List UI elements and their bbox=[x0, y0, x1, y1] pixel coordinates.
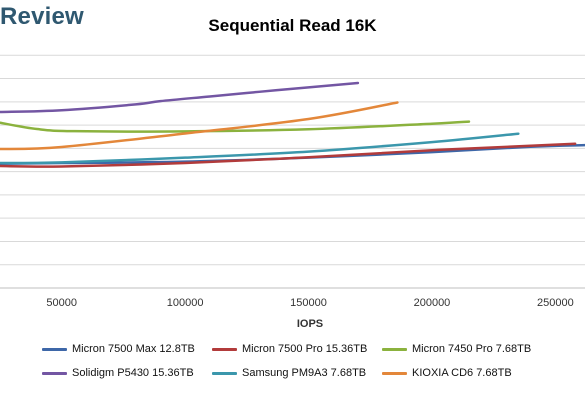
legend-item: Micron 7450 Pro 7.68TB bbox=[382, 343, 531, 355]
legend-swatch bbox=[382, 347, 407, 351]
legend-item: Samsung PM9A3 7.68TB bbox=[212, 367, 366, 379]
x-tick-label: 50000 bbox=[46, 297, 77, 309]
series-lines bbox=[0, 81, 585, 168]
legend-label: Solidigm P5430 15.36TB bbox=[72, 367, 194, 379]
legend-label: Micron 7500 Pro 15.36TB bbox=[242, 343, 368, 355]
legend-label: KIOXIA CD6 7.68TB bbox=[412, 367, 512, 379]
line-chart: 50000 100000 150000 200000 250000 IOPS bbox=[0, 54, 585, 330]
x-tick-label: 150000 bbox=[290, 297, 327, 309]
x-axis-ticks: 50000 100000 150000 200000 250000 bbox=[46, 297, 573, 309]
legend-swatch bbox=[382, 371, 407, 375]
legend-label: Micron 7450 Pro 7.68TB bbox=[412, 343, 532, 355]
series-line-2 bbox=[0, 142, 577, 168]
x-tick-label: 250000 bbox=[537, 297, 574, 309]
gridlines bbox=[0, 54, 585, 289]
legend-item: Micron 7500 Pro 15.36TB bbox=[212, 343, 367, 355]
series-line-5 bbox=[0, 132, 520, 165]
legend-item: KIOXIA CD6 7.68TB bbox=[382, 367, 512, 379]
legend-swatch bbox=[42, 347, 67, 351]
x-tick-label: 100000 bbox=[167, 297, 204, 309]
legend-swatch bbox=[212, 371, 237, 375]
legend-swatch bbox=[212, 347, 237, 351]
series-line-4 bbox=[0, 81, 360, 114]
chart-title: Sequential Read 16K bbox=[208, 16, 377, 35]
series-line-6 bbox=[0, 101, 399, 151]
legend-item: Micron 7500 Max 12.8TB bbox=[42, 343, 195, 355]
brand-logo: Review bbox=[0, 3, 84, 30]
x-axis-label: IOPS bbox=[297, 318, 323, 330]
x-tick-label: 200000 bbox=[414, 297, 451, 309]
legend-item: Solidigm P5430 15.36TB bbox=[42, 367, 194, 379]
legend-label: Micron 7500 Max 12.8TB bbox=[72, 343, 195, 355]
series-line-3 bbox=[0, 120, 471, 133]
legend-swatch bbox=[42, 371, 67, 375]
legend-label: Samsung PM9A3 7.68TB bbox=[242, 367, 367, 379]
